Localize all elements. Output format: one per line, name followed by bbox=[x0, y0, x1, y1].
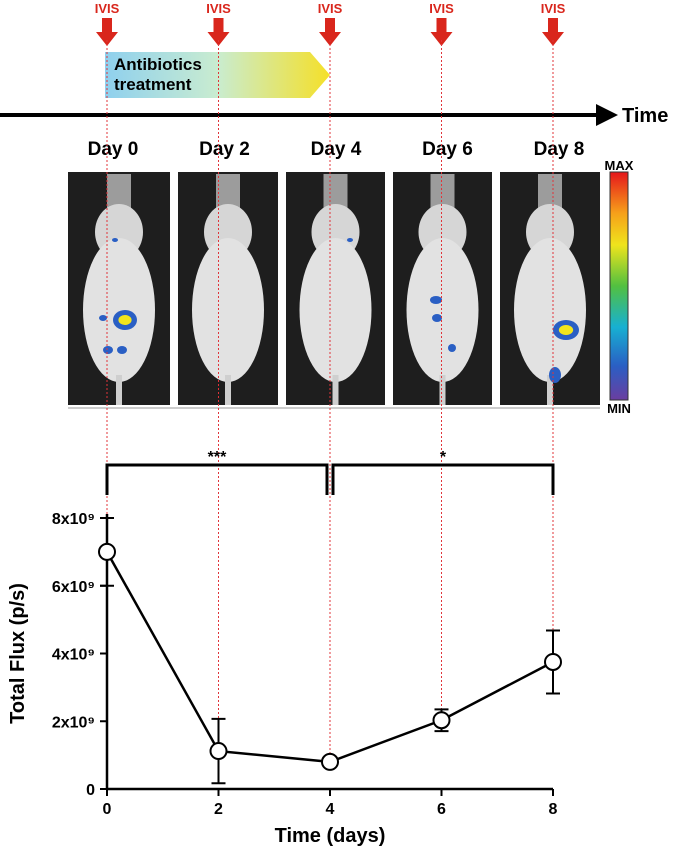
imaging-label: IVIS bbox=[318, 1, 343, 16]
x-tick-label: 8 bbox=[549, 801, 558, 818]
day-label: Day 6 bbox=[422, 139, 473, 160]
signal-core bbox=[558, 325, 574, 335]
colorbar-min: MIN bbox=[607, 401, 631, 416]
signal-blob bbox=[117, 346, 127, 354]
imaging-label: IVIS bbox=[95, 1, 120, 16]
significance-label: * bbox=[440, 449, 447, 466]
y-tick-label: 4x10⁹ bbox=[52, 647, 95, 664]
mouse-body bbox=[192, 238, 264, 382]
time-label: Time bbox=[622, 105, 668, 127]
mouse-tail bbox=[439, 375, 446, 405]
signal-blob bbox=[549, 367, 561, 383]
x-tick-label: 6 bbox=[437, 801, 446, 818]
signal-core bbox=[118, 315, 132, 325]
significance-bracket bbox=[105, 463, 329, 495]
signal-blob bbox=[430, 296, 442, 304]
significance-label: *** bbox=[208, 449, 227, 466]
imaging-arrow bbox=[542, 18, 564, 46]
y-tick-label: 2x10⁹ bbox=[52, 714, 95, 731]
mouse-tail bbox=[225, 375, 231, 405]
data-point bbox=[544, 652, 562, 671]
mouse-tail bbox=[332, 375, 339, 405]
day-label: Day 2 bbox=[199, 139, 250, 160]
data-point bbox=[432, 711, 451, 730]
x-tick-label: 4 bbox=[326, 801, 335, 818]
signal-blob bbox=[448, 344, 456, 352]
x-axis-label: Time (days) bbox=[275, 825, 386, 847]
day-label: Day 4 bbox=[311, 139, 362, 160]
mouse-body bbox=[514, 238, 586, 382]
y-tick-label: 0 bbox=[86, 782, 95, 799]
mouse-body bbox=[83, 238, 155, 382]
day-label: Day 0 bbox=[88, 139, 139, 160]
imaging-label: IVIS bbox=[541, 1, 566, 16]
imaging-label: IVIS bbox=[429, 1, 454, 16]
data-point bbox=[209, 742, 228, 761]
mouse-body bbox=[406, 238, 479, 382]
colorbar-max: MAX bbox=[605, 158, 634, 173]
mouse-tail bbox=[116, 375, 122, 405]
signal-blob bbox=[99, 315, 107, 321]
day-label: Day 8 bbox=[534, 139, 585, 160]
imaging-label: IVIS bbox=[206, 1, 231, 16]
y-axis-label: Total Flux (p/s) bbox=[7, 583, 29, 724]
treatment-arrow bbox=[105, 52, 330, 98]
signal-blob bbox=[103, 346, 113, 354]
x-tick-label: 2 bbox=[214, 801, 223, 818]
imaging-arrow bbox=[207, 18, 230, 46]
signal-blob bbox=[432, 314, 442, 322]
data-point bbox=[98, 542, 116, 561]
colorbar bbox=[609, 171, 629, 401]
x-tick-label: 0 bbox=[103, 801, 112, 818]
imaging-arrow bbox=[319, 18, 341, 46]
treatment-label: treatment bbox=[114, 75, 192, 94]
signal-blob bbox=[112, 238, 118, 242]
data-point bbox=[321, 752, 339, 771]
imaging-arrow bbox=[96, 18, 118, 46]
mouse-body bbox=[299, 238, 372, 382]
mouse-tail bbox=[547, 375, 553, 405]
signal-blob bbox=[347, 238, 353, 242]
imaging-arrow bbox=[430, 18, 453, 46]
y-tick-label: 6x10⁹ bbox=[52, 579, 95, 596]
time-arrowhead bbox=[596, 104, 618, 126]
treatment-label: Antibiotics bbox=[114, 55, 202, 74]
y-tick-label: 8x10⁹ bbox=[52, 511, 95, 528]
significance-bracket bbox=[331, 463, 555, 495]
